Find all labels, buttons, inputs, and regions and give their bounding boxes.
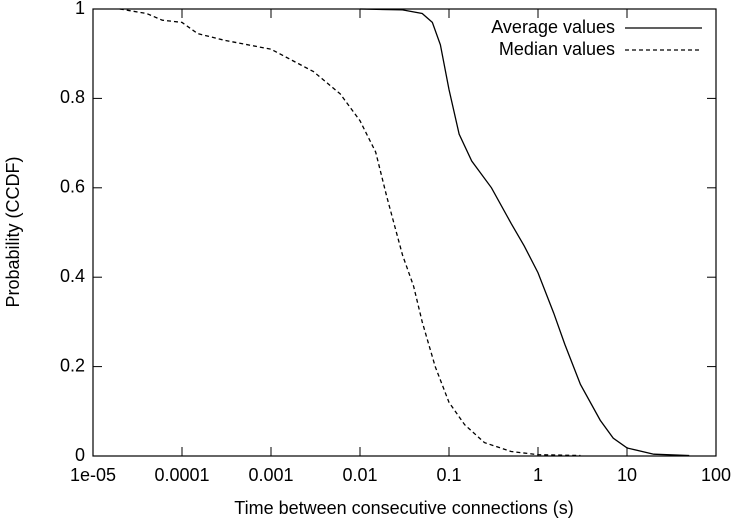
series-line bbox=[119, 8, 581, 457]
series-line bbox=[359, 8, 690, 457]
x-tick-label: 0.1 bbox=[436, 465, 461, 485]
legend-label: Average values bbox=[491, 17, 615, 37]
x-tick-label: 0.0001 bbox=[154, 465, 209, 485]
y-tick-label: 0.4 bbox=[60, 266, 85, 286]
x-tick-label: 1 bbox=[533, 465, 543, 485]
y-tick-label: 1 bbox=[75, 0, 85, 18]
x-tick-label: 0.01 bbox=[342, 465, 377, 485]
x-tick-label: 1e-05 bbox=[70, 465, 116, 485]
legend-label: Median values bbox=[499, 39, 615, 59]
x-tick-label: 100 bbox=[701, 465, 731, 485]
y-tick-label: 0 bbox=[75, 445, 85, 465]
plot-frame bbox=[92, 8, 717, 457]
y-tick-label: 0.8 bbox=[60, 87, 85, 107]
x-axis-label: Time between consecutive connections (s) bbox=[234, 498, 574, 518]
x-tick-label: 10 bbox=[617, 465, 637, 485]
y-tick-label: 0.2 bbox=[60, 355, 85, 375]
x-tick-label: 0.001 bbox=[248, 465, 293, 485]
y-tick-label: 0.6 bbox=[60, 177, 85, 197]
y-axis-label: Probability (CCDF) bbox=[3, 156, 23, 307]
